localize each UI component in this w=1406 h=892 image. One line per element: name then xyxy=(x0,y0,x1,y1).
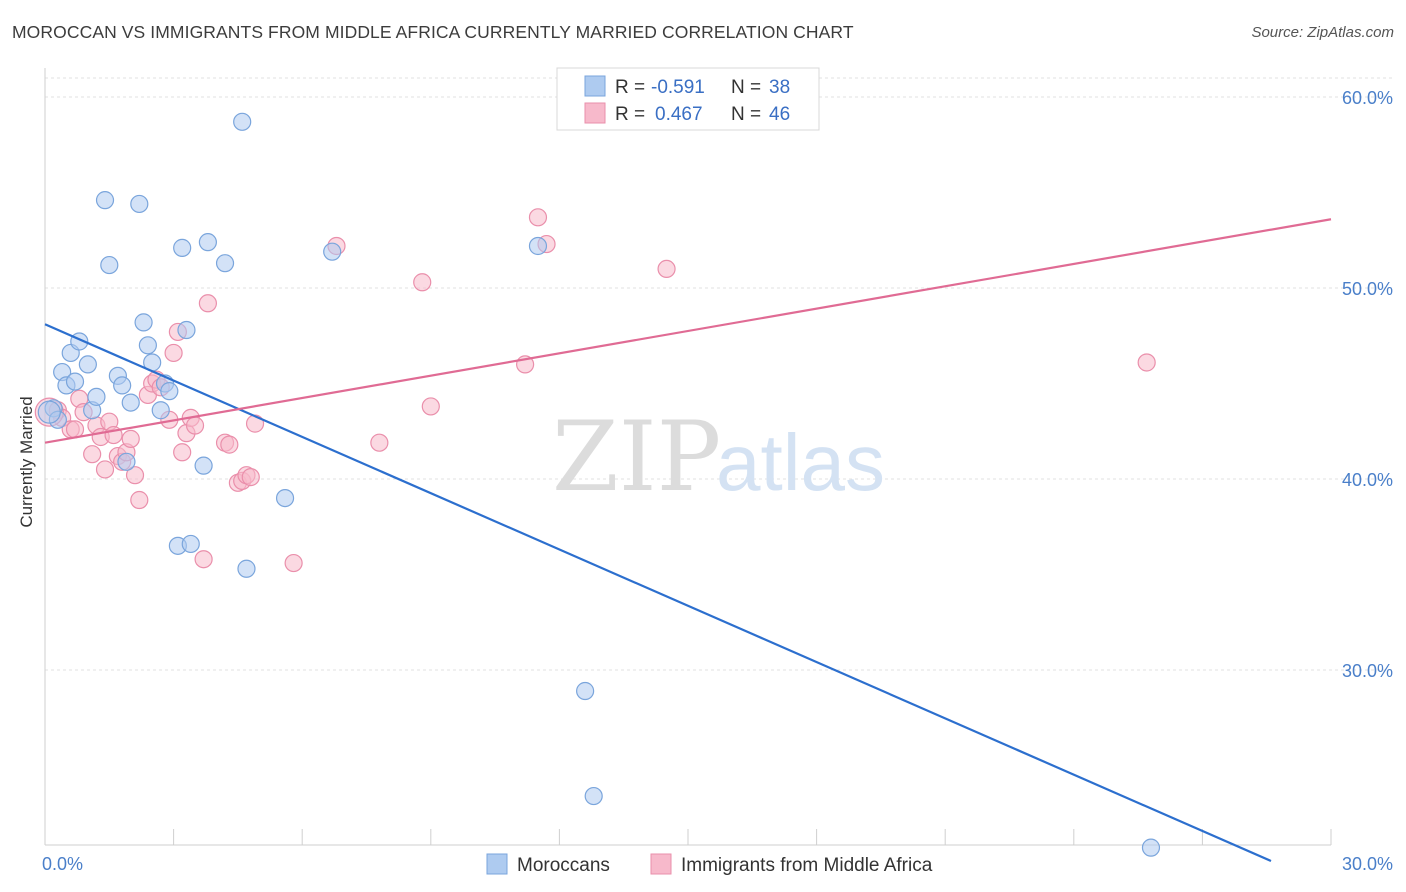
trend-lines xyxy=(44,218,1332,863)
moroccans-point xyxy=(65,372,85,391)
immigrants-point xyxy=(83,445,102,464)
bottom-legend-swatch-moroccans xyxy=(486,853,508,875)
legend-r-label-1: R = xyxy=(615,77,645,98)
moroccans-point xyxy=(87,387,106,406)
moroccans-cluster-point xyxy=(37,400,61,424)
immigrants-point xyxy=(241,467,260,487)
moroccans-point xyxy=(177,320,196,340)
bottom-legend-swatch-immigrants xyxy=(650,853,672,875)
immigrants-point xyxy=(528,208,548,227)
y-tick-label-50: 50.0% xyxy=(1342,279,1393,299)
series-moroccans xyxy=(37,112,1161,857)
legend-r-value-1: -0.591 xyxy=(651,77,705,98)
immigrants-point xyxy=(421,397,440,416)
correlation-legend: R = -0.591 N = 38 R = 0.467 N = 46 xyxy=(556,67,820,131)
moroccans-point xyxy=(323,242,342,261)
moroccans-point xyxy=(275,489,295,508)
immigrants-point xyxy=(164,343,183,363)
moroccans-point xyxy=(117,452,136,471)
immigrants-point xyxy=(185,416,205,435)
watermark-zip: ZIP xyxy=(552,401,721,513)
bottom-legend-label-immigrants: Immigrants from Middle Africa xyxy=(681,855,933,876)
chart-source: Source: ZipAtlas.com xyxy=(1251,24,1394,41)
immigrants-point xyxy=(370,433,389,452)
moroccans-point xyxy=(130,194,149,214)
immigrants-point xyxy=(1137,353,1156,372)
series-legend: Moroccans Immigrants from Middle Africa xyxy=(486,853,933,876)
moroccans-point xyxy=(78,355,97,374)
moroccans-point xyxy=(584,786,603,806)
legend-r-label-2: R = xyxy=(615,104,645,125)
moroccans-point xyxy=(113,376,132,395)
immigrants-point xyxy=(220,435,239,454)
moroccans-point xyxy=(100,255,119,275)
y-tick-label-60: 60.0% xyxy=(1342,88,1393,108)
y-axis-label: Currently Married xyxy=(17,396,36,527)
moroccans-point xyxy=(237,559,256,578)
moroccans-point xyxy=(173,238,192,257)
immigrants-point xyxy=(130,490,149,510)
moroccans-point xyxy=(198,233,217,252)
moroccans-point xyxy=(576,681,595,701)
immigrants-point xyxy=(65,420,85,439)
moroccans-point xyxy=(194,456,213,475)
y-tick-label-30: 30.0% xyxy=(1342,661,1393,681)
grid-lines xyxy=(45,77,1393,671)
immigrants-point xyxy=(125,466,145,485)
moroccans-point xyxy=(151,401,170,420)
immigrants-point xyxy=(284,553,303,573)
y-tick-labels: 30.0% 40.0% 50.0% 60.0% xyxy=(1342,88,1393,681)
moroccans-trend-line xyxy=(44,323,1272,863)
immigrants-point xyxy=(198,294,217,313)
moroccans-point xyxy=(1141,838,1161,857)
moroccans-point xyxy=(233,112,252,131)
immigrants-point xyxy=(657,259,676,278)
moroccans-point xyxy=(134,313,153,332)
legend-swatch-moroccans xyxy=(584,75,606,97)
moroccans-point xyxy=(138,336,157,355)
moroccans-point xyxy=(160,382,179,401)
chart-title: MOROCCAN VS IMMIGRANTS FROM MIDDLE AFRIC… xyxy=(12,22,854,42)
moroccans-point xyxy=(95,191,115,210)
immigrants-trend-line xyxy=(44,218,1332,444)
moroccans-point xyxy=(528,236,548,256)
moroccans-point xyxy=(215,254,235,273)
legend-n-label-2: N = xyxy=(731,104,761,125)
immigrants-point xyxy=(95,460,115,479)
watermark-atlas: atlas xyxy=(716,418,885,507)
y-tick-label-40: 40.0% xyxy=(1342,470,1393,490)
legend-r-value-2: 0.467 xyxy=(655,104,703,125)
immigrants-point xyxy=(173,443,192,462)
moroccans-point xyxy=(121,393,140,412)
legend-swatch-immigrants xyxy=(584,102,606,124)
x-tick-label-right: 30.0% xyxy=(1342,854,1393,874)
x-tick-marks xyxy=(44,829,1332,845)
legend-n-value-2: 46 xyxy=(769,104,790,125)
immigrants-point xyxy=(413,273,432,292)
immigrants-point xyxy=(194,550,213,569)
x-tick-label-left: 0.0% xyxy=(42,854,83,874)
moroccans-point xyxy=(181,534,200,554)
legend-n-value-1: 38 xyxy=(769,77,790,98)
legend-n-label-1: N = xyxy=(731,77,761,98)
immigrants-point xyxy=(121,429,140,448)
series-immigrants-middle-africa xyxy=(34,208,1156,573)
bottom-legend-label-moroccans: Moroccans xyxy=(517,855,610,876)
